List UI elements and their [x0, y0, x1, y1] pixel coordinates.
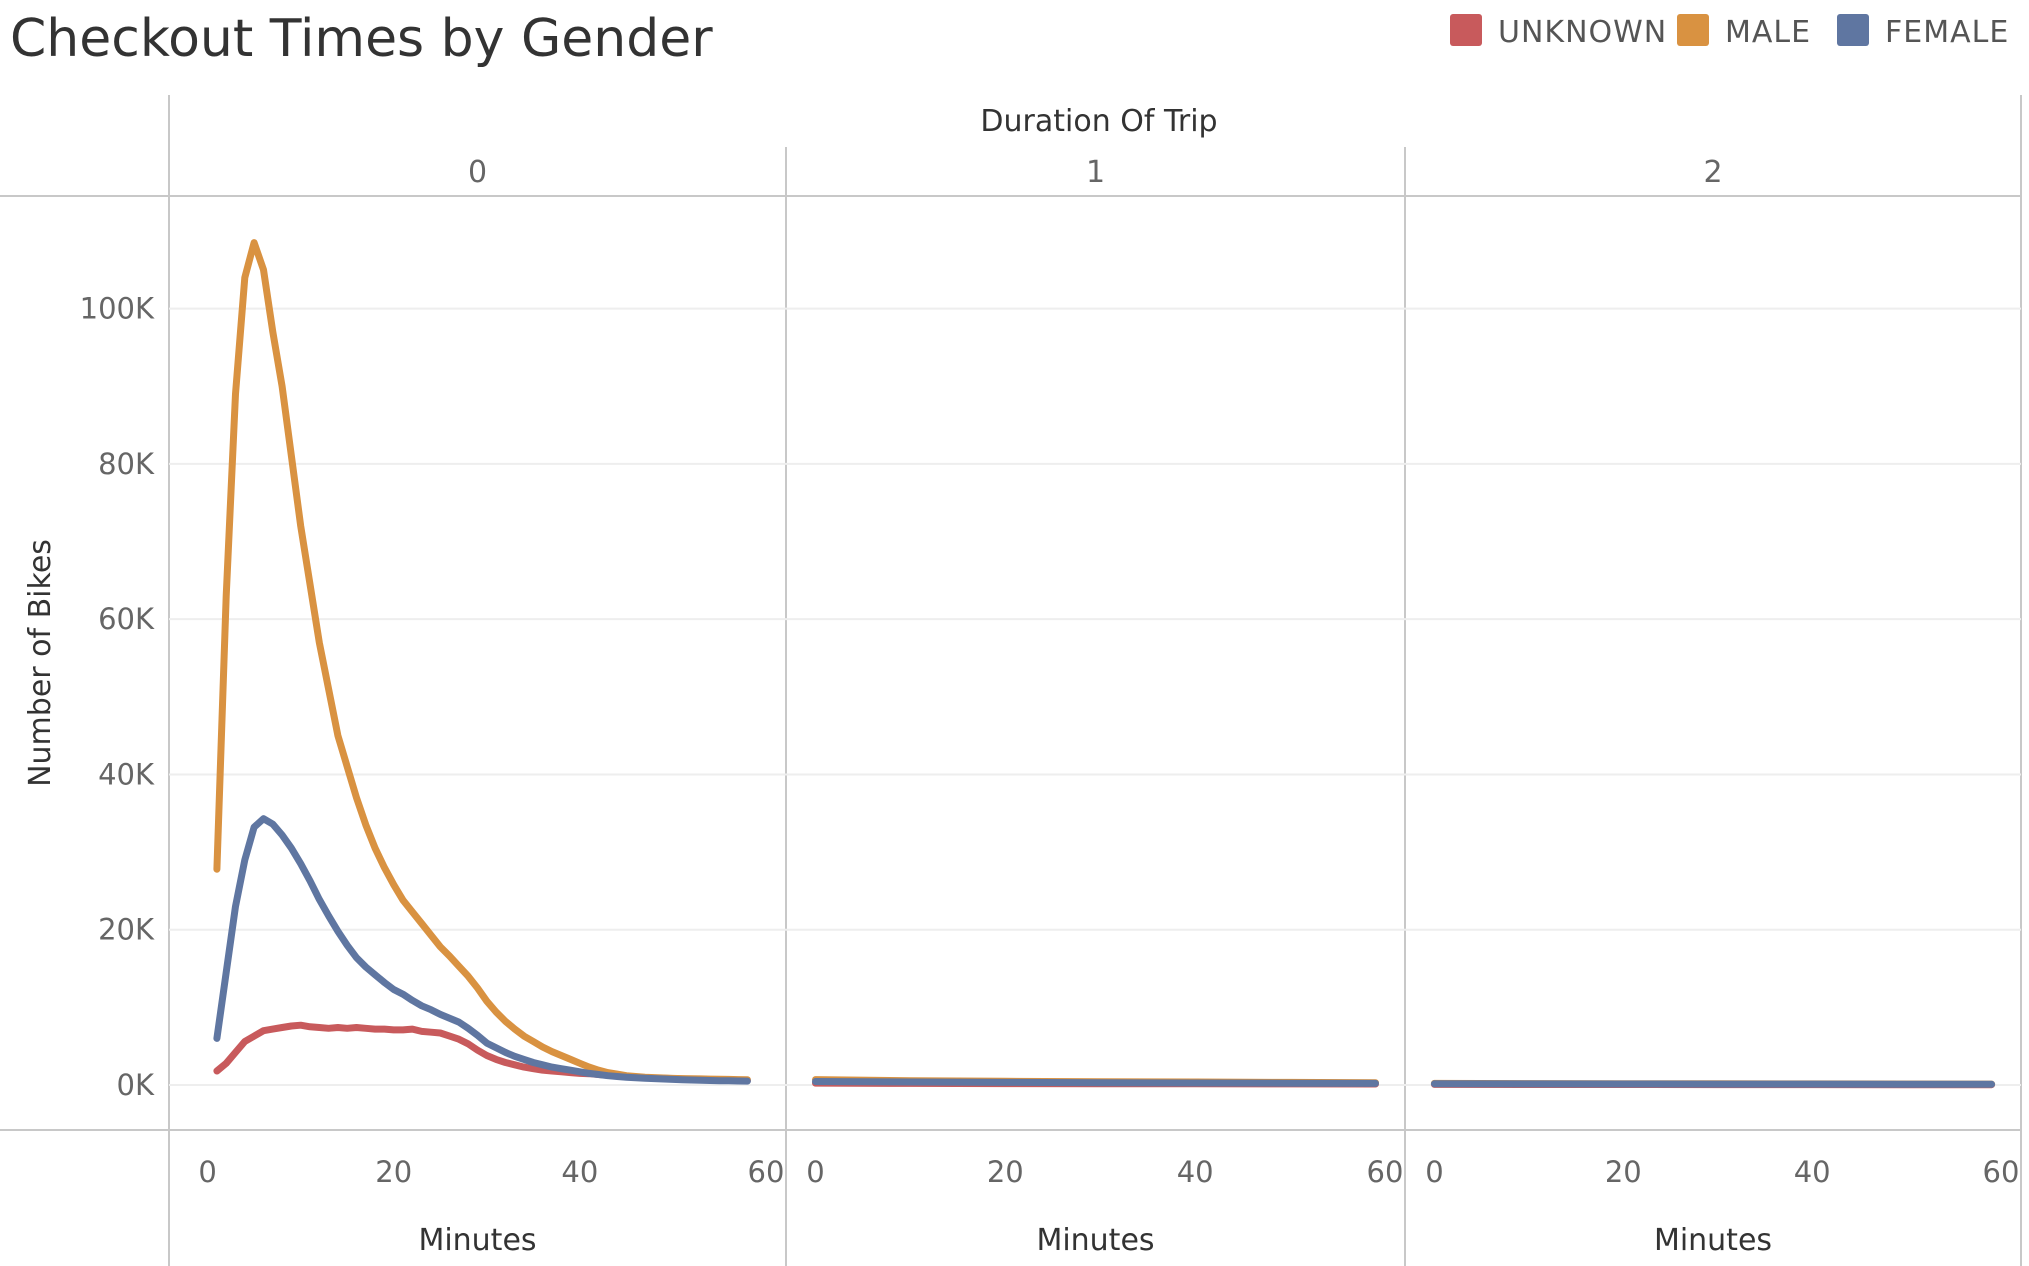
panel-1: 1 0 20 40 60 Minutes — [806, 155, 1403, 1258]
panel-label: 2 — [1703, 155, 1722, 190]
x-tick-label: 60 — [1367, 1155, 1404, 1189]
legend[interactable]: UNKNOWN MALE FEMALE — [1450, 14, 2009, 50]
x-tick-label: 40 — [561, 1155, 598, 1189]
panel-0: 0 0 20 40 60 Minutes — [198, 155, 784, 1258]
legend-label: MALE — [1725, 15, 1811, 50]
y-tick-label: 20K — [98, 913, 155, 947]
x-tick-label: 20 — [987, 1155, 1024, 1189]
legend-swatch — [1450, 14, 1482, 46]
series-line-unknown[interactable] — [213, 1021, 751, 1084]
x-tick-label: 40 — [1794, 1155, 1831, 1189]
series-line-male[interactable] — [213, 239, 751, 1084]
y-axis-title: Number of Bikes — [23, 539, 58, 787]
legend-swatch — [1837, 14, 1869, 46]
column-header: Duration Of Trip — [980, 104, 1217, 139]
x-tick-label: 0 — [1425, 1155, 1443, 1189]
x-axis-title: Minutes — [1654, 1223, 1772, 1258]
legend-item-female[interactable]: FEMALE — [1837, 14, 2009, 50]
x-tick-label: 60 — [1983, 1155, 2020, 1189]
y-tick-label: 0K — [117, 1068, 155, 1102]
legend-label: FEMALE — [1885, 15, 2009, 50]
legend-item-unknown[interactable]: UNKNOWN — [1450, 14, 1667, 50]
x-tick-label: 0 — [806, 1155, 824, 1189]
chart-frame: 0K 20K 40K 60K 80K 100K — [0, 95, 2022, 1266]
y-tick-label: 60K — [98, 602, 155, 636]
x-tick-label: 40 — [1177, 1155, 1214, 1189]
panel-label: 1 — [1086, 155, 1105, 190]
x-axis-title: Minutes — [1036, 1223, 1154, 1258]
series-line-female[interactable] — [213, 815, 751, 1085]
x-tick-label: 20 — [375, 1155, 412, 1189]
x-axis-title: Minutes — [418, 1223, 536, 1258]
x-tick-label: 60 — [748, 1155, 785, 1189]
chart-title: Checkout Times by Gender — [10, 9, 713, 69]
series-line-female[interactable] — [812, 1078, 1379, 1087]
x-tick-label: 20 — [1605, 1155, 1642, 1189]
panel-label: 0 — [468, 155, 487, 190]
series-line-female[interactable] — [1430, 1080, 1996, 1088]
legend-swatch — [1677, 14, 1709, 46]
legend-label: UNKNOWN — [1498, 15, 1667, 50]
x-tick-label: 0 — [198, 1155, 216, 1189]
legend-item-male[interactable]: MALE — [1677, 14, 1811, 50]
y-tick-label: 40K — [98, 757, 155, 791]
y-tick-label: 80K — [98, 447, 155, 481]
y-tick-label: 100K — [80, 292, 155, 326]
